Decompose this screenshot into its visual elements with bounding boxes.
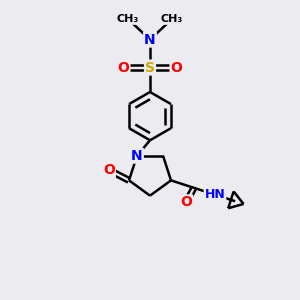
Text: O: O [103, 163, 115, 177]
Text: S: S [145, 61, 155, 75]
Text: O: O [171, 61, 182, 75]
Text: HN: HN [205, 188, 225, 201]
Text: N: N [144, 33, 156, 46]
Text: CH₃: CH₃ [161, 14, 183, 24]
Text: CH₃: CH₃ [117, 14, 139, 24]
Text: O: O [180, 195, 192, 209]
Text: N: N [131, 149, 143, 163]
Text: O: O [118, 61, 129, 75]
